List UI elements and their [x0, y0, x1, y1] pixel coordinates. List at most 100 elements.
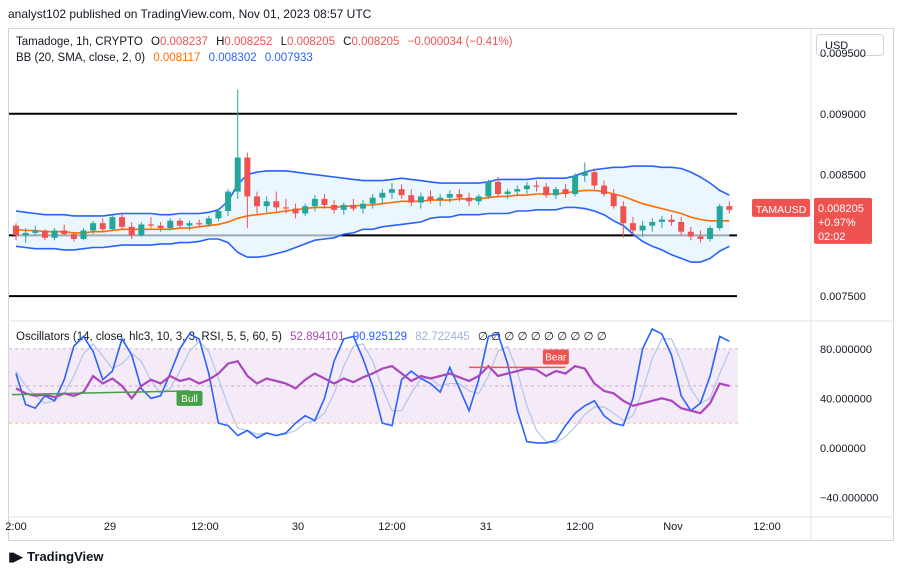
candle-body	[244, 157, 251, 197]
time-tick-label: 2:00	[5, 521, 26, 533]
candle-body	[417, 196, 424, 203]
candle	[427, 190, 434, 204]
symbol-tag-bg	[752, 198, 810, 217]
chart-frame	[8, 28, 894, 541]
price-tick-label: 0.009500	[820, 48, 866, 60]
candle	[138, 221, 145, 237]
signal-label: Bull	[181, 394, 198, 405]
candle	[273, 191, 280, 212]
osc-d-value: 82.722445	[415, 331, 470, 343]
stoch-k-line	[15, 327, 730, 444]
candle	[466, 192, 473, 207]
candle-body	[668, 219, 675, 222]
candle-body	[726, 206, 733, 210]
candle-body	[601, 185, 608, 195]
bb-lower-line	[15, 206, 730, 263]
bb-fill	[16, 166, 730, 263]
osc-tick-label: −40.000000	[820, 492, 878, 504]
candle	[610, 189, 617, 209]
time-tick-label: 12:00	[191, 521, 219, 533]
candle	[282, 198, 289, 214]
candle	[13, 223, 19, 241]
ohlc-open: 0.008237	[159, 36, 208, 48]
candle-body	[282, 207, 289, 209]
candle-body	[533, 185, 540, 187]
candle	[244, 152, 251, 229]
candle-body	[70, 234, 77, 239]
candle	[119, 213, 126, 230]
candle	[591, 168, 598, 190]
candle-body	[591, 172, 598, 186]
candle	[417, 192, 424, 209]
candle-body	[495, 181, 501, 195]
candle	[128, 221, 135, 239]
candle	[254, 191, 260, 214]
h-label: H	[216, 36, 225, 48]
candle-body	[263, 201, 270, 207]
stoch-d-line	[15, 338, 730, 444]
candle	[80, 228, 87, 241]
candle	[61, 224, 68, 236]
candle-body	[610, 194, 617, 207]
candle-body	[196, 223, 203, 225]
candle-body	[273, 201, 280, 208]
candle	[639, 220, 646, 237]
candle-body	[379, 192, 386, 198]
bb-basis-value: 0.008117	[153, 52, 201, 64]
price-tag-change: +0.97%	[818, 217, 856, 229]
l-label: L	[280, 36, 287, 48]
symbol-tag-text: TAMAUSD	[756, 204, 807, 216]
c-label: C	[343, 36, 352, 48]
symbol-label: Tamadoge, 1h, CRYPTO	[16, 36, 143, 48]
candle-body	[678, 221, 685, 232]
candle-body	[13, 225, 19, 236]
price-legend: Tamadoge, 1h, CRYPTO O0.008237 H0.008252…	[16, 35, 518, 49]
candle-body	[504, 191, 511, 195]
candle	[601, 180, 608, 197]
candle	[234, 89, 241, 199]
candle	[360, 200, 367, 214]
published-caption: analyst102 published on TradingView.com,…	[8, 7, 372, 21]
candle-body	[552, 189, 559, 196]
osc-legend: Oscillators (14, close, hlc3, 10, 3, 3, …	[16, 330, 612, 344]
brand-text: TradingView	[27, 549, 104, 564]
candle-body	[485, 181, 492, 197]
osc-label: Oscillators (14, close, hlc3, 10, 3, 3, …	[16, 331, 282, 343]
candle-body	[157, 225, 164, 229]
candle	[205, 215, 212, 227]
time-tick-label: 12:00	[753, 521, 781, 533]
candle-body	[80, 230, 87, 239]
candle	[437, 194, 444, 207]
candle	[369, 194, 376, 209]
candle-body	[51, 230, 58, 238]
candle-body	[649, 221, 656, 226]
candle-body	[707, 228, 714, 239]
candle-body	[234, 157, 241, 192]
candle-body	[32, 230, 39, 233]
candle	[495, 177, 501, 198]
osc-tick-label: 40.000000	[820, 393, 872, 405]
candle	[215, 208, 222, 221]
candle-body	[321, 198, 328, 205]
candle	[147, 217, 154, 229]
candle	[707, 225, 714, 242]
price-tag-countdown: 02:02	[818, 231, 846, 243]
candle	[485, 179, 492, 199]
candle-body	[388, 189, 395, 193]
candle	[687, 226, 694, 241]
candle	[456, 189, 463, 202]
candle	[225, 189, 232, 216]
candle-body	[119, 217, 126, 227]
candle-body	[205, 218, 212, 225]
currency-button[interactable]: USD	[816, 34, 884, 56]
candle-body	[581, 172, 588, 176]
candle-body	[446, 194, 453, 198]
candle-body	[109, 217, 116, 230]
candle	[668, 214, 675, 226]
candle-body	[302, 206, 309, 214]
candle-body	[572, 175, 579, 195]
candle	[196, 219, 203, 227]
ohlc-change: −0.000034 (−0.41%)	[407, 36, 513, 48]
price-tag-value: 0.008205	[818, 203, 864, 215]
